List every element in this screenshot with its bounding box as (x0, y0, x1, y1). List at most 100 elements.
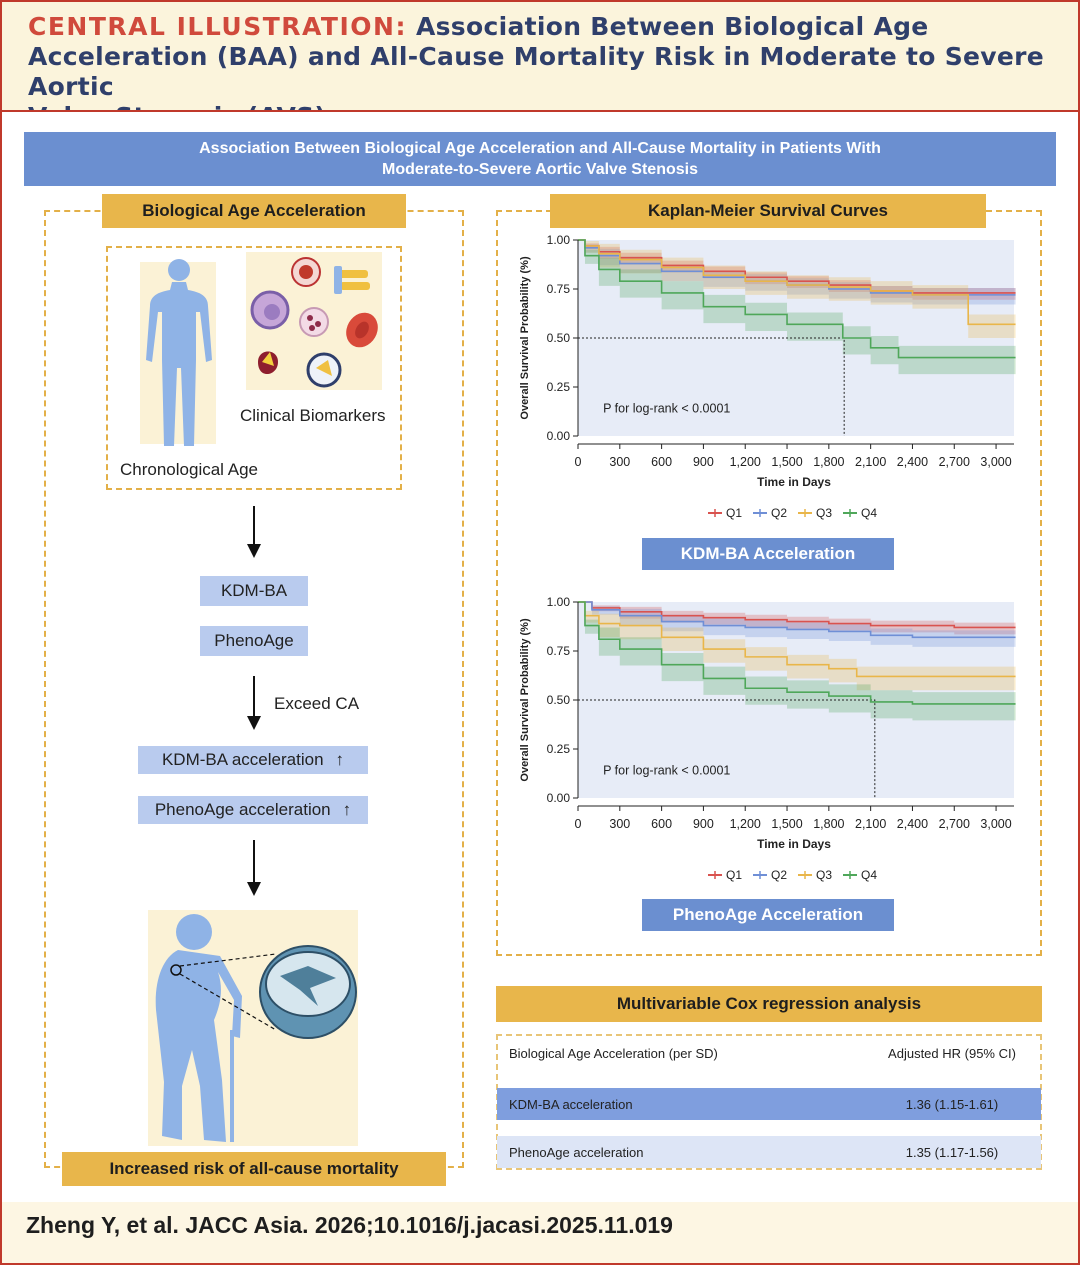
kdm-ba-box: KDM-BA (200, 576, 308, 606)
y-tick-label: 1.00 (547, 233, 571, 247)
x-tick-label: 3,000 (980, 455, 1011, 469)
y-axis-label: Overall Survival Probability (%) (519, 256, 531, 420)
cox-row-pheno-hr: 1.35 (1.17-1.56) (905, 1144, 999, 1160)
citation: Zheng Y, et al. JACC Asia. 2026;10.1016/… (26, 1212, 673, 1238)
x-tick-label: 3,000 (980, 817, 1011, 831)
x-tick-label: 300 (609, 455, 630, 469)
main-panel: Association Between Biological Age Accel… (2, 112, 1078, 1202)
chronological-age-label: Chronological Age (120, 460, 258, 479)
clinical-biomarkers-label: Clinical Biomarkers (240, 406, 386, 425)
km-plot-phenoage: 0.00 0.25 0.50 0.75 1.00 0 300 600 900 1,200 1,500… (519, 595, 1016, 882)
title-rest: Association Between Biological Age (415, 12, 929, 41)
ci-band-q1 (578, 240, 1016, 300)
log-rank-annotation: P for log-rank < 0.0001 (603, 401, 730, 415)
elderly-patient-valve-icon (155, 914, 357, 1142)
x-tick-label: 2,400 (897, 817, 928, 831)
median-survival-line (578, 337, 845, 436)
km-curve-q2 (578, 601, 1016, 639)
legend-label-q2: Q2 (771, 506, 787, 520)
cox-row-kdm-hr: 1.36 (1.15-1.61) (905, 1096, 999, 1112)
x-tick-label: 2,400 (897, 455, 928, 469)
x-tick-label: 900 (693, 455, 714, 469)
x-tick-label: 2,100 (855, 455, 886, 469)
legend-label-q1: Q1 (726, 506, 742, 520)
x-tick-label: 1,500 (771, 817, 802, 831)
legend-label-q4: Q4 (861, 868, 877, 882)
kdm-acc-up-icon: ↑ (335, 750, 345, 769)
title-line-2: Acceleration (BAA) and All-Cause Mortali… (28, 42, 1044, 101)
outcome-label: Increased risk of all-cause mortality (62, 1152, 446, 1186)
cox-col2-header: Adjusted HR (95% CI) (888, 1045, 1016, 1061)
kdm-ba-acceleration-label: KDM-BA Acceleration (642, 538, 894, 570)
x-tick-label: 300 (609, 817, 630, 831)
cox-col1-header: Biological Age Acceleration (per SD) (509, 1045, 718, 1061)
header-divider (2, 110, 1078, 112)
title-line-1: CENTRAL ILLUSTRATION: Association Betwee… (28, 12, 1052, 42)
kdm-acc-box: KDM-BA acceleration ↑ (138, 746, 368, 774)
x-tick-label: 0 (575, 817, 582, 831)
ci-band-q3 (578, 240, 1016, 338)
km-plot-kdm-ba: 0.00 0.25 0.50 0.75 1.00 0 300 600 900 1,200 1,500… (519, 233, 1016, 520)
ci-band-q4 (578, 602, 1016, 721)
y-tick-label: 0.75 (547, 282, 571, 296)
x-tick-label: 0 (575, 455, 582, 469)
y-axis-label: Overall Survival Probability (%) (519, 618, 531, 782)
ci-band-q2 (578, 240, 1016, 305)
km-curve-q3 (578, 601, 1016, 678)
cox-row-kdm-name: KDM-BA acceleration (509, 1096, 633, 1112)
x-tick-label: 600 (651, 455, 672, 469)
study-banner: Association Between Biological Age Accel… (24, 132, 1056, 186)
left-panel-title: Biological Age Acceleration (102, 194, 406, 228)
x-tick-label: 1,200 (730, 817, 761, 831)
x-tick-label: 600 (651, 817, 672, 831)
x-tick-label: 1,200 (730, 455, 761, 469)
y-tick-label: 0.75 (547, 644, 571, 658)
x-axis-label: Time in Days (757, 475, 831, 489)
cox-title: Multivariable Cox regression analysis (496, 986, 1042, 1022)
human-body-icon (146, 259, 212, 446)
banner-line-2: Moderate-to-Severe Aortic Valve Stenosis (382, 161, 698, 178)
ci-band-q3 (578, 602, 1016, 691)
legend-label-q3: Q3 (816, 868, 832, 882)
x-tick-label: 2,100 (855, 817, 886, 831)
legend-label-q1: Q1 (726, 868, 742, 882)
log-rank-annotation: P for log-rank < 0.0001 (603, 763, 730, 777)
legend-label-q3: Q3 (816, 506, 832, 520)
arrow-2 (247, 676, 261, 730)
phenoage-acceleration-label: PhenoAge Acceleration (642, 899, 894, 931)
y-tick-label: 0.25 (547, 742, 571, 756)
phenoage-box: PhenoAge (200, 626, 308, 656)
legend-label-q4: Q4 (861, 506, 877, 520)
ci-band-q4 (578, 240, 1016, 375)
kdm-acc-label: KDM-BA acceleration (161, 750, 324, 769)
x-tick-label: 900 (693, 817, 714, 831)
arrow-1 (247, 506, 261, 558)
pheno-acc-label: PhenoAge acceleration (154, 800, 331, 819)
km-curve-q4 (578, 239, 1016, 359)
cox-row-pheno: PhenoAge acceleration 1.35 (1.17-1.56) (497, 1136, 1041, 1168)
title-lead: CENTRAL ILLUSTRATION: (28, 12, 407, 41)
exceed-ca-label: Exceed CA (274, 694, 360, 713)
right-panel-title: Kaplan-Meier Survival Curves (550, 194, 986, 228)
median-survival-line (578, 699, 876, 798)
y-tick-label: 0.00 (547, 429, 571, 443)
km-curve-q3 (578, 239, 1016, 326)
banner-line-1: Association Between Biological Age Accel… (199, 140, 881, 157)
y-tick-label: 0.50 (547, 693, 571, 707)
biomarker-cells-icon (250, 257, 378, 388)
pheno-acc-box: PhenoAge acceleration ↑ (138, 796, 368, 824)
y-tick-label: 0.50 (547, 331, 571, 345)
km-curve-q4 (578, 601, 1016, 705)
pheno-acc-up-icon: ↑ (342, 800, 352, 819)
x-tick-label: 1,800 (813, 455, 844, 469)
y-tick-label: 0.25 (547, 380, 571, 394)
x-tick-label: 2,700 (939, 455, 970, 469)
x-axis-label: Time in Days (757, 837, 831, 851)
y-tick-label: 1.00 (547, 595, 571, 609)
x-tick-label: 2,700 (939, 817, 970, 831)
x-tick-label: 1,800 (813, 817, 844, 831)
legend-label-q2: Q2 (771, 868, 787, 882)
cox-row-kdm: KDM-BA acceleration 1.36 (1.15-1.61) (497, 1088, 1041, 1120)
y-tick-label: 0.00 (547, 791, 571, 805)
cox-header-row: Biological Age Acceleration (per SD) Adj… (497, 1036, 1041, 1070)
